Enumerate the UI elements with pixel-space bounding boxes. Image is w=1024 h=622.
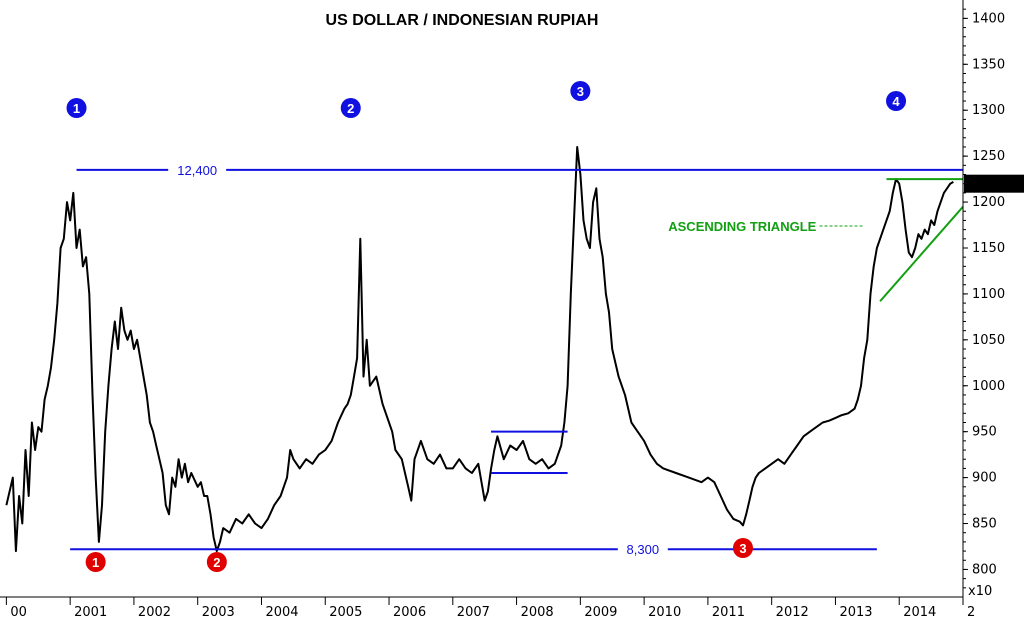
x-tick-label: 2006 [393,605,426,620]
y-tick-label: 1200 [972,195,1005,210]
top-badge [886,91,907,111]
x-axis: 00 2001 2002 2003 2004 2005 2006 2007 2008 2009 20… [0,596,975,620]
x-tick-label: 2014 [903,605,936,620]
x-tick-label: 2001 [74,605,107,620]
y-tick-label: 1100 [972,287,1005,302]
y-tick-label: 850 [972,517,997,532]
top-badge [66,98,87,118]
support-label: 8,300 [627,542,660,557]
y-tick-label: 800 [972,562,997,577]
support-label-bg [617,540,668,559]
badges: 1 2 3 4 1 2 3 [66,81,907,572]
bottom-badge-label: 1 [92,555,99,570]
x-tick-label: 00 [10,605,27,620]
top-badge-label: 4 [892,94,900,109]
y-tick-label: 1050 [972,333,1005,348]
top-badge-label: 2 [347,101,354,116]
series-line [5,146,954,553]
y-tick-label: 900 [972,471,997,486]
chart-title: US DOLLAR / INDONESIAN RUPIAH [326,12,599,29]
x-tick-label: 2010 [648,605,681,620]
bottom-badge-label: 2 [213,555,220,570]
x-tick-label: 2005 [329,605,362,620]
y-tick-label: 1150 [972,241,1005,256]
y-tick-label: 1350 [972,57,1005,72]
y-tick-label: 1300 [972,103,1005,118]
x-tick-label: 2002 [138,605,171,620]
resistance-label-bg [168,160,227,179]
x-tick-label: 2012 [776,605,809,620]
bottom-badge [206,552,227,572]
last-price-box [964,174,1024,193]
triangle-label: ASCENDING TRIANGLE [668,219,816,234]
bottom-badge [732,538,753,558]
price-line [5,146,954,553]
scale-note: x10 [968,584,992,599]
x-tick-label: 2011 [712,605,745,620]
x-tick-label: 2 [967,605,975,620]
x-tick-label: 2004 [265,605,298,620]
top-badge [570,81,591,101]
x-tick-label: 2003 [202,605,235,620]
y-tick-label: 1250 [972,149,1005,164]
y-axis: 800 850 900 950 1000 1050 1100 1150 1200 1250 1300… [962,0,1005,597]
y-tick-label: 950 [972,425,997,440]
last-price-label: 12200.0 [967,178,1021,193]
levels: 12,400 8,300 ASCENDING TRIANGLE 12200.0 [70,160,1024,559]
x-tick-label: 2009 [584,605,617,620]
bottom-badge-label: 3 [739,541,746,556]
top-badge [340,98,361,118]
x-tick-label: 2008 [521,605,554,620]
resistance-label: 12,400 [177,163,217,178]
y-tick-label: 1000 [972,379,1005,394]
x-tick-label: 2013 [839,605,872,620]
bottom-badge [85,552,106,572]
y-tick-label: 1400 [972,11,1005,26]
top-badge-label: 3 [577,84,584,99]
triangle-support-line [879,205,964,302]
top-badge-label: 1 [73,101,80,116]
x-tick-label: 2007 [457,605,490,620]
